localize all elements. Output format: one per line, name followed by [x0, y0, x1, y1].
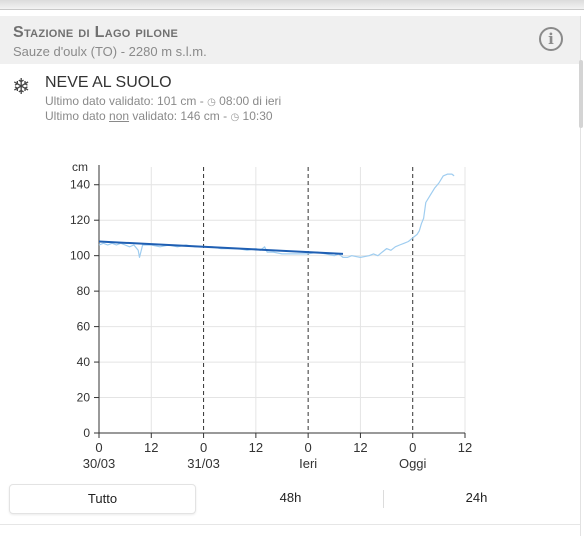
x-tick-label: 0	[409, 440, 416, 455]
y-tick-label: 40	[77, 355, 91, 369]
x-tick-label: 0	[305, 440, 312, 455]
divider	[0, 524, 580, 525]
info-icon[interactable]: i	[539, 27, 563, 51]
x-day-label: Oggi	[399, 456, 427, 471]
scrollbar[interactable]	[579, 60, 583, 128]
y-tick-label: 120	[70, 213, 90, 227]
x-day-label: Ieri	[299, 456, 317, 471]
y-tick-label: 0	[83, 426, 90, 440]
validated-info: Ultimo dato validato: 101 cm - ◷ 08:00 d…	[45, 94, 281, 108]
x-day-label: 30/03	[83, 456, 116, 471]
unvalidated-info: Ultimo dato non validato: 146 cm - ◷ 10:…	[45, 109, 273, 123]
y-tick-label: 100	[70, 249, 90, 263]
x-day-label: 31/03	[187, 456, 220, 471]
y-axis-label: cm	[72, 160, 88, 174]
x-tick-label: 0	[200, 440, 207, 455]
validated-series-line	[98, 240, 344, 255]
sensor-title: NEVE AL SUOLO	[45, 74, 172, 91]
validated-prefix: Ultimo dato validato: 101 cm -	[45, 94, 208, 108]
x-tick-label: 0	[95, 440, 102, 455]
y-tick-label: 20	[77, 391, 91, 405]
x-tick-label: 12	[249, 440, 263, 455]
station-header: Stazione di Lago pilone Sauze d'oulx (TO…	[0, 16, 580, 64]
snowflake-icon: ❄	[12, 75, 31, 100]
clock-icon: ◷	[230, 112, 240, 123]
unvalidated-suffix: validato: 146 cm -	[129, 109, 231, 123]
unvalidated-prefix: Ultimo dato	[45, 109, 110, 123]
sensor-block: ❄ NEVE AL SUOLO Ultimo dato validato: 10…	[12, 73, 572, 133]
unvalidated-word: non	[109, 109, 130, 123]
browser-top-bar	[0, 0, 584, 10]
tab-48h[interactable]: 48h	[279, 490, 302, 505]
period-tabs: Tutto 48h 24h	[8, 484, 570, 514]
station-panel: Stazione di Lago pilone Sauze d'oulx (TO…	[0, 16, 581, 536]
tab-separator	[383, 490, 384, 508]
y-tick-label: 80	[77, 284, 91, 298]
station-title: Stazione di Lago pilone	[13, 24, 179, 41]
y-tick-label: 60	[77, 320, 91, 334]
tab-tutto[interactable]: Tutto	[9, 484, 196, 514]
x-tick-label: 12	[458, 440, 472, 455]
x-tick-label: 12	[144, 440, 158, 455]
y-tick-label: 140	[70, 178, 90, 192]
x-tick-label: 12	[353, 440, 367, 455]
station-subtitle: Sauze d'oulx (TO) - 2280 m s.l.m.	[13, 44, 207, 59]
validated-time: 08:00 di ieri	[219, 94, 282, 108]
unvalidated-time: 10:30	[242, 109, 273, 123]
tab-24h[interactable]: 24h	[465, 490, 488, 505]
clock-icon: ◷	[207, 97, 216, 108]
raw-series-line	[98, 173, 455, 259]
